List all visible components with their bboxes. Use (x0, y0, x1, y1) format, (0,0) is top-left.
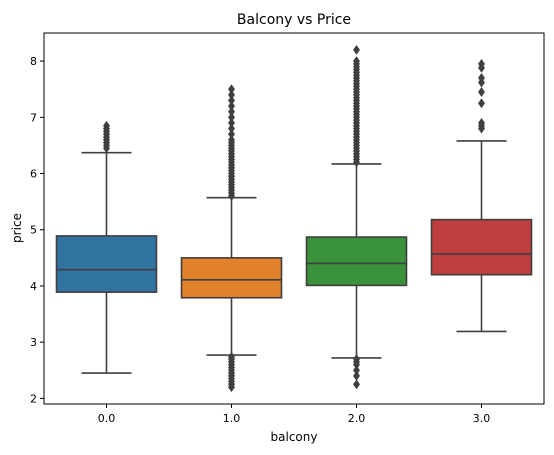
iqr-box (430, 218, 533, 276)
outlier-point (227, 101, 236, 112)
iqr-box (180, 257, 283, 299)
y-tick-label: 6 (30, 168, 37, 181)
outlier-point (352, 56, 361, 67)
iqr-box (55, 235, 158, 293)
box-group-3-0 (430, 58, 533, 333)
outlier-point (352, 370, 361, 381)
outlier-point (102, 120, 111, 131)
x-axis: 0.0 1.0 2.0 3.0 (98, 404, 491, 425)
outlier-point (227, 351, 236, 362)
outlier-point (352, 44, 361, 55)
outlier-point (227, 89, 236, 100)
outlier-point (352, 353, 361, 365)
plot-area-frame (43, 32, 545, 405)
x-tick-label: 2.0 (348, 412, 366, 425)
y-axis-label: price (10, 213, 24, 243)
outlier-point (352, 379, 361, 390)
outlier-point (352, 365, 361, 376)
y-tick-label: 5 (30, 224, 37, 237)
outlier-point (227, 129, 236, 140)
y-axis: 2 3 4 5 6 7 8 (30, 55, 44, 405)
box-group-2-0 (305, 44, 408, 390)
outlier-point (227, 117, 236, 128)
outlier-point (227, 106, 236, 117)
boxes-layer (55, 44, 533, 393)
y-tick-label: 2 (30, 392, 37, 405)
outlier-point (227, 95, 236, 106)
x-axis-label: balcony (271, 430, 318, 444)
outlier-point (477, 58, 486, 69)
outlier-point (477, 98, 486, 109)
y-tick-label: 3 (30, 336, 37, 349)
outlier-point (477, 72, 486, 84)
x-tick-label: 3.0 (473, 412, 491, 425)
iqr-box (305, 236, 408, 287)
outlier-point (227, 134, 236, 145)
box-group-1-0 (180, 84, 283, 393)
outlier-point (227, 123, 236, 134)
outlier-point (477, 86, 486, 98)
y-tick-label: 8 (30, 55, 37, 68)
x-tick-label: 1.0 (223, 412, 241, 425)
outlier-point (227, 112, 236, 123)
chart-title: Balcony vs Price (237, 12, 351, 28)
y-tick-label: 4 (30, 280, 37, 293)
box-group-0-0 (55, 120, 158, 374)
outlier-point (477, 117, 486, 128)
y-tick-label: 7 (30, 111, 37, 124)
x-tick-label: 0.0 (98, 412, 116, 425)
outlier-point (227, 84, 236, 95)
